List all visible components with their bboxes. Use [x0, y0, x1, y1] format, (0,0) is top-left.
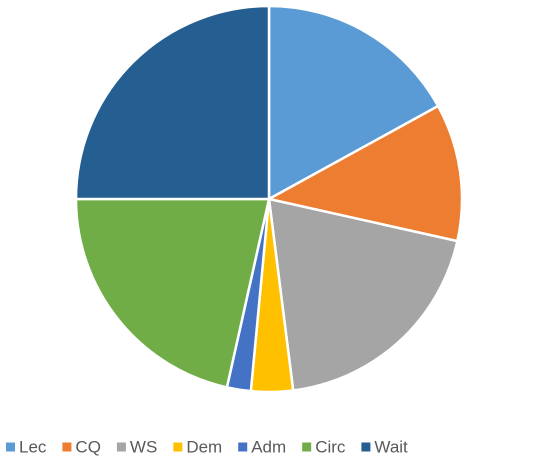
legend-label: Circ	[315, 437, 346, 456]
pie-slice	[267, 197, 459, 392]
pie-slice	[267, 4, 440, 202]
legend-swatch	[302, 442, 312, 452]
legend-swatch	[173, 442, 183, 452]
legend-label: Lec	[19, 437, 47, 456]
legend-label: CQ	[75, 437, 101, 456]
pie-slice	[265, 104, 464, 243]
legend-label: Dem	[186, 437, 222, 456]
legend-label: Wait	[374, 437, 408, 456]
legend-swatch	[361, 442, 371, 452]
legend-swatch	[62, 442, 72, 452]
legend-swatch	[116, 442, 126, 452]
legend-label: Adm	[251, 437, 286, 456]
legend-swatch	[6, 442, 15, 452]
pie-slice	[74, 197, 271, 389]
legend-swatch	[238, 442, 248, 452]
legend-label: WS	[130, 437, 157, 456]
pie-slice	[74, 4, 271, 201]
